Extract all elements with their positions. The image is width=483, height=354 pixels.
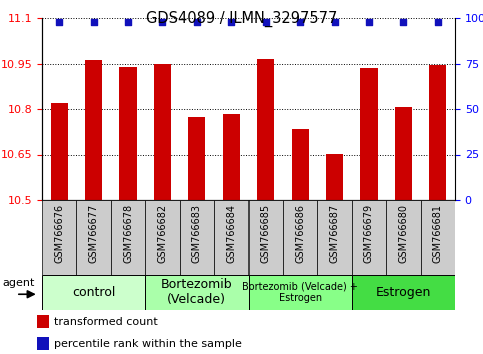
- Text: transformed count: transformed count: [54, 317, 158, 327]
- Text: GSM766684: GSM766684: [227, 204, 236, 263]
- Text: control: control: [72, 286, 115, 299]
- Bar: [248, 200, 283, 275]
- Point: [124, 19, 132, 25]
- Point: [434, 19, 441, 25]
- Text: GSM766683: GSM766683: [192, 204, 202, 263]
- Bar: [37, 337, 49, 350]
- Bar: [248, 275, 352, 310]
- Bar: [421, 200, 455, 275]
- Text: GSM766678: GSM766678: [123, 204, 133, 263]
- Bar: [326, 154, 343, 200]
- Text: GSM766685: GSM766685: [261, 204, 270, 263]
- Point: [158, 19, 166, 25]
- Bar: [352, 200, 386, 275]
- Point: [262, 19, 270, 25]
- Bar: [85, 61, 102, 200]
- Bar: [145, 275, 248, 310]
- Point: [331, 19, 339, 25]
- Text: Bortezomib
(Velcade): Bortezomib (Velcade): [161, 279, 233, 307]
- Text: GSM766687: GSM766687: [329, 204, 340, 263]
- Bar: [360, 68, 378, 200]
- Bar: [386, 200, 421, 275]
- Point: [227, 19, 235, 25]
- Point: [90, 19, 98, 25]
- Bar: [188, 116, 205, 200]
- Text: GDS4089 / ILMN_3297577: GDS4089 / ILMN_3297577: [146, 11, 337, 27]
- Point: [365, 19, 373, 25]
- Bar: [214, 200, 248, 275]
- Bar: [257, 59, 274, 200]
- Bar: [283, 200, 317, 275]
- Text: GSM766677: GSM766677: [88, 204, 99, 263]
- Bar: [180, 200, 214, 275]
- Bar: [154, 63, 171, 200]
- Text: GSM766680: GSM766680: [398, 204, 408, 263]
- Text: GSM766681: GSM766681: [433, 204, 443, 263]
- Bar: [76, 200, 111, 275]
- Bar: [145, 200, 180, 275]
- Text: GSM766686: GSM766686: [295, 204, 305, 263]
- Point: [56, 19, 63, 25]
- Bar: [429, 65, 446, 200]
- Point: [296, 19, 304, 25]
- Bar: [119, 67, 137, 200]
- Bar: [352, 275, 455, 310]
- Bar: [111, 200, 145, 275]
- Bar: [42, 275, 145, 310]
- Text: Bortezomib (Velcade) +
Estrogen: Bortezomib (Velcade) + Estrogen: [242, 282, 358, 303]
- Text: GSM766679: GSM766679: [364, 204, 374, 263]
- Point: [193, 19, 201, 25]
- Bar: [395, 108, 412, 200]
- Bar: [51, 103, 68, 200]
- Bar: [223, 114, 240, 200]
- Text: Estrogen: Estrogen: [376, 286, 431, 299]
- Text: GSM766682: GSM766682: [157, 204, 168, 263]
- Bar: [37, 315, 49, 329]
- Bar: [317, 200, 352, 275]
- Text: percentile rank within the sample: percentile rank within the sample: [54, 339, 242, 349]
- Text: GSM766676: GSM766676: [54, 204, 64, 263]
- Bar: [42, 200, 76, 275]
- Point: [399, 19, 407, 25]
- Bar: [292, 129, 309, 200]
- Text: agent: agent: [2, 278, 34, 288]
